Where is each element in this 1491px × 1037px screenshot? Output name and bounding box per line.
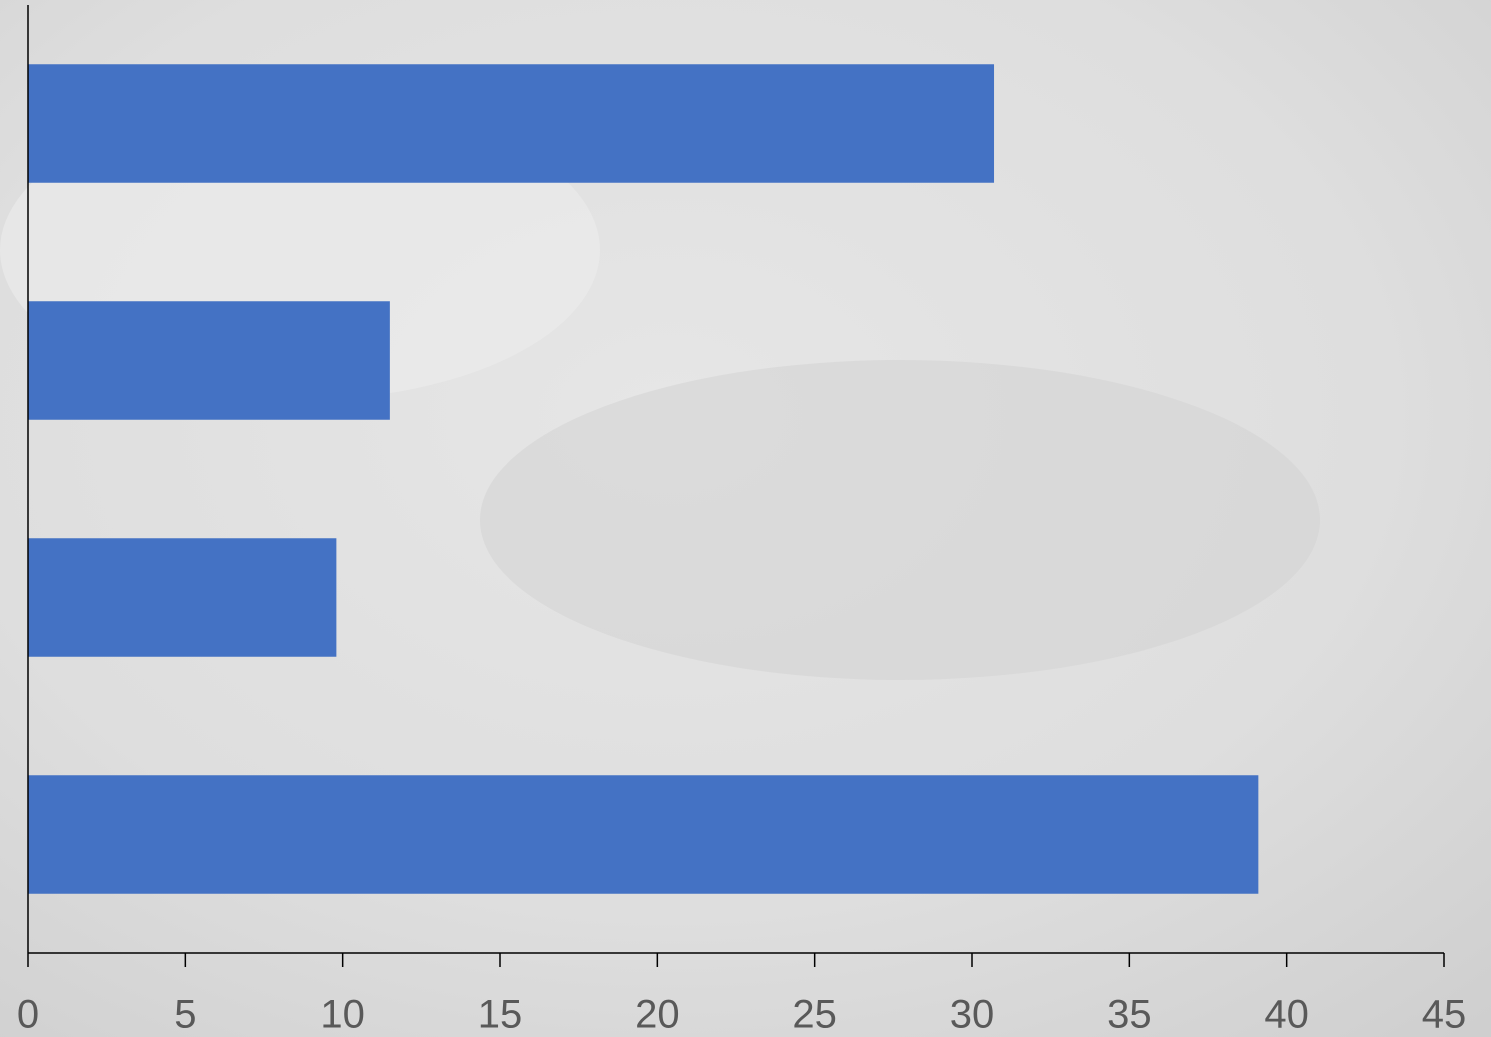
x-tick-label: 25 bbox=[792, 993, 837, 1037]
x-tick-label: 45 bbox=[1422, 993, 1467, 1037]
bar bbox=[28, 775, 1259, 894]
x-tick-label: 10 bbox=[320, 993, 365, 1037]
x-tick-label: 40 bbox=[1264, 993, 1309, 1037]
bar bbox=[28, 64, 995, 183]
x-tick-label: 5 bbox=[174, 993, 196, 1037]
background-shape bbox=[480, 360, 1320, 680]
bar bbox=[28, 301, 390, 420]
x-tick-label: 15 bbox=[478, 993, 523, 1037]
x-tick-label: 30 bbox=[950, 993, 995, 1037]
bar bbox=[28, 538, 337, 657]
x-tick-label: 20 bbox=[635, 993, 680, 1037]
x-tick-label: 0 bbox=[17, 993, 39, 1037]
x-tick-label: 35 bbox=[1107, 993, 1152, 1037]
